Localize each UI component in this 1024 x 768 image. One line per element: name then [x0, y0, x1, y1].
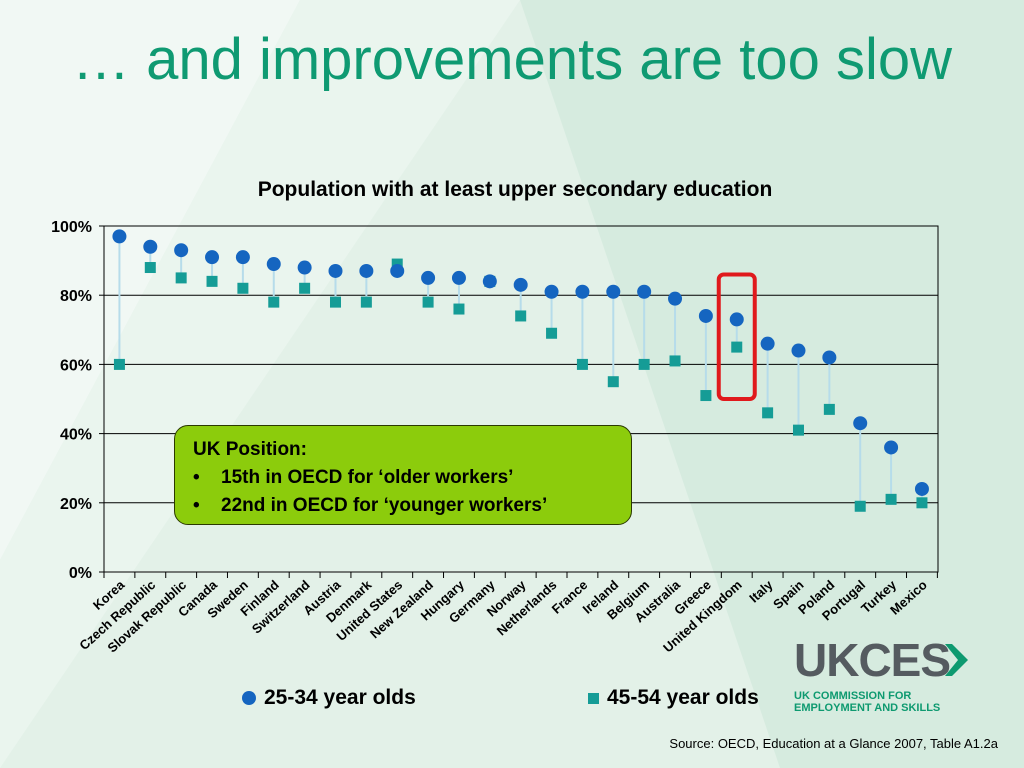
callout-bullet: • 15th in OECD for ‘older workers’	[193, 467, 514, 488]
point-45-54	[329, 296, 341, 308]
point-25-34	[637, 284, 652, 299]
point-25-34	[328, 263, 343, 278]
y-tick-label: 60%	[60, 357, 92, 374]
point-25-34	[297, 260, 312, 275]
point-45-54	[854, 500, 866, 512]
point-25-34	[359, 263, 374, 278]
point-25-34	[791, 343, 806, 358]
y-tick-label: 20%	[60, 496, 92, 513]
uk-position-callout: UK Position: • 15th in OECD for ‘older wo…	[174, 425, 632, 525]
point-25-34	[668, 291, 683, 306]
y-tick-label: 100%	[51, 219, 92, 236]
point-45-54	[576, 358, 588, 370]
point-25-34	[914, 481, 929, 496]
y-tick-label: 40%	[60, 427, 92, 444]
point-45-54	[515, 310, 527, 322]
point-25-34	[822, 350, 837, 365]
point-45-54	[792, 424, 804, 436]
point-25-34	[606, 284, 621, 299]
ukces-logo: UKCES	[794, 636, 968, 686]
logo-subtitle: UK COMMISSION FOR EMPLOYMENT AND SKILLS	[794, 690, 941, 714]
circle-marker-icon	[242, 691, 256, 705]
point-45-54	[237, 282, 249, 294]
point-45-54	[360, 296, 372, 308]
point-25-34	[698, 308, 713, 323]
point-45-54	[144, 262, 156, 274]
chart-title: Population with at least upper secondary…	[257, 178, 773, 201]
point-25-34	[575, 284, 590, 299]
point-25-34	[390, 263, 405, 278]
point-45-54	[453, 303, 465, 315]
uk-highlight-box	[716, 272, 757, 401]
point-25-34	[760, 336, 775, 351]
point-25-34	[174, 243, 189, 258]
arrow-icon	[945, 644, 968, 676]
point-45-54	[916, 497, 928, 509]
point-45-54	[268, 296, 280, 308]
point-25-34	[544, 284, 559, 299]
point-45-54	[885, 493, 897, 505]
y-tick-label: 80%	[60, 288, 92, 305]
point-25-34	[451, 270, 466, 285]
point-45-54	[700, 390, 712, 402]
point-25-34	[205, 250, 220, 265]
point-45-54	[299, 282, 311, 294]
point-45-54	[762, 407, 774, 419]
legend-item-young: 25-34 year olds	[242, 686, 416, 710]
point-45-54	[113, 358, 125, 370]
point-25-34	[513, 277, 528, 292]
point-25-34	[143, 239, 158, 254]
source-note: Source: OECD, Education at a Glance 2007…	[669, 736, 998, 751]
callout-bullet: • 22nd in OECD for ‘younger workers’	[193, 495, 548, 516]
slide-title: … and improvements are too slow	[71, 27, 953, 92]
point-45-54	[607, 376, 619, 388]
point-25-34	[421, 270, 436, 285]
point-45-54	[422, 296, 434, 308]
point-25-34	[266, 257, 281, 272]
point-45-54	[731, 341, 743, 353]
point-45-54	[638, 358, 650, 370]
square-marker-icon	[588, 692, 599, 704]
logo-wordmark: UKCES	[794, 636, 950, 686]
y-tick-label: 0%	[69, 565, 92, 582]
point-25-34	[482, 274, 497, 289]
point-25-34	[884, 440, 899, 455]
point-45-54	[175, 272, 187, 284]
point-45-54	[669, 355, 681, 367]
point-25-34	[112, 229, 127, 244]
point-45-54	[206, 275, 218, 287]
legend-item-old: 45-54 year olds	[588, 686, 759, 710]
point-45-54	[823, 403, 835, 415]
point-45-54	[546, 327, 558, 339]
point-25-34	[729, 312, 744, 327]
callout-heading: UK Position:	[193, 439, 307, 460]
point-25-34	[853, 416, 868, 431]
point-25-34	[235, 250, 250, 265]
